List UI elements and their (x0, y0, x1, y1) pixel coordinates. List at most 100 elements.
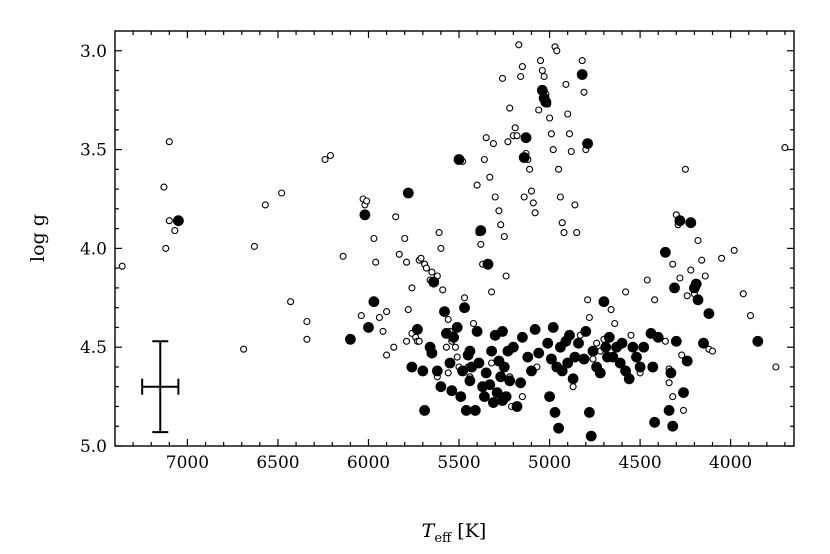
open-point (435, 229, 443, 237)
x-axis-symbol: T (422, 520, 436, 542)
open-point (498, 74, 507, 82)
open-point (517, 72, 525, 81)
filled-point (564, 329, 575, 341)
filled-point (594, 367, 606, 379)
filled-point (584, 406, 595, 418)
filled-point (616, 337, 628, 349)
y-tick-label: 4.5 (80, 338, 107, 358)
x-tick-label: 7000 (166, 453, 209, 473)
filled-point (638, 341, 650, 353)
filled-point (647, 361, 659, 373)
filled-point (469, 404, 481, 416)
open-point (694, 236, 702, 245)
x-tick-label: 6000 (347, 453, 390, 473)
filled-point (681, 355, 693, 367)
x-tick-labels: 7000 6500 6000 5500 5000 4500 4000 (166, 453, 752, 473)
open-point (669, 393, 677, 401)
open-point (482, 134, 490, 142)
open-point (473, 181, 481, 189)
filled-point (667, 420, 679, 432)
open-point (451, 343, 459, 351)
filled-point (660, 246, 671, 258)
y-tick-labels: 3.0 3.5 4.0 4.5 5.0 (80, 42, 107, 457)
filled-point (578, 353, 590, 365)
filled-point (585, 430, 597, 442)
open-point (627, 331, 635, 339)
filled-point (486, 345, 498, 357)
open-point (469, 319, 478, 328)
open-point (669, 260, 677, 268)
filled-point (478, 391, 490, 403)
filled-point (627, 341, 639, 353)
open-point (415, 337, 423, 345)
filled-point (598, 296, 610, 308)
filled-point (504, 375, 516, 387)
filled-point (582, 138, 593, 150)
open-point (526, 165, 534, 173)
filled-point (678, 387, 689, 399)
open-point (578, 57, 586, 65)
filled-point (402, 187, 414, 199)
open-point (562, 80, 570, 88)
open-point (665, 379, 673, 387)
filled-point (553, 422, 564, 434)
filled-point (526, 365, 537, 377)
open-point (408, 284, 416, 292)
filled-point (511, 401, 523, 412)
open-point (392, 213, 400, 221)
open-point (506, 104, 514, 112)
open-point (683, 292, 691, 300)
filled-point (669, 282, 680, 294)
open-point (730, 246, 738, 254)
open-point (560, 229, 568, 237)
filled-point (522, 351, 534, 363)
open-point (513, 132, 521, 140)
filled-point (428, 276, 440, 288)
filled-point (419, 404, 431, 416)
filled-point (685, 217, 697, 229)
filled-point (752, 335, 764, 347)
filled-point (547, 321, 559, 333)
filled-point (542, 337, 554, 349)
filled-point (475, 225, 487, 237)
open-point (573, 229, 581, 237)
filled-point (652, 331, 664, 343)
filled-point (431, 365, 443, 377)
filled-point (406, 361, 418, 373)
filled-point (703, 308, 715, 320)
open-point (529, 199, 537, 207)
filled-point (487, 397, 499, 408)
axis-ticks (115, 31, 794, 447)
filled-point (497, 395, 508, 406)
filled-point (529, 323, 541, 335)
filled-point (439, 306, 450, 318)
open-point (489, 140, 497, 148)
open-point (486, 173, 494, 181)
filled-point (549, 406, 561, 418)
open-point (491, 193, 499, 201)
open-point (165, 217, 173, 225)
y-tick-label: 4.0 (80, 239, 107, 259)
filled-point (172, 215, 184, 227)
open-point (370, 234, 378, 243)
open-point (442, 343, 450, 351)
open-point (504, 138, 512, 146)
open-point (556, 193, 564, 201)
open-point (739, 290, 747, 298)
filled-point (464, 375, 476, 387)
filled-point (435, 381, 447, 393)
filled-point (451, 321, 463, 333)
open-point (402, 337, 411, 345)
open-point (250, 242, 258, 250)
open-point (417, 254, 425, 262)
filled-point (567, 373, 579, 385)
open-point (453, 353, 461, 361)
open-point (571, 201, 579, 209)
y-tick-label: 3.0 (80, 42, 107, 62)
filled-point (411, 323, 423, 335)
filled-point (417, 365, 429, 377)
filled-point (368, 296, 380, 308)
filled-point (603, 331, 615, 343)
open-point (375, 313, 383, 322)
open-point (303, 317, 311, 326)
